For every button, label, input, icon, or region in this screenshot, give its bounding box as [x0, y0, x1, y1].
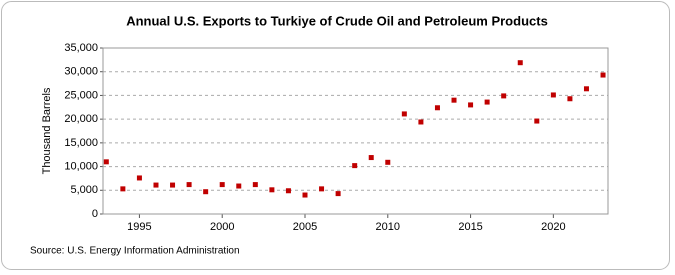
data-point — [368, 155, 374, 161]
data-point — [567, 96, 573, 102]
y-axis-label: Thousand Barrels — [41, 87, 53, 174]
x-tick-label: 2020 — [541, 221, 565, 233]
data-point — [451, 97, 457, 103]
data-point — [335, 191, 341, 197]
x-tick-label: 1995 — [127, 221, 151, 233]
data-point — [600, 72, 606, 78]
data-point — [120, 186, 126, 192]
data-point — [136, 175, 142, 181]
y-tick-label: 30,000 — [64, 66, 98, 78]
data-point — [385, 159, 391, 165]
y-tick-label: 20,000 — [64, 113, 98, 125]
data-point — [269, 187, 275, 193]
data-point — [583, 86, 589, 92]
data-point — [236, 183, 242, 189]
data-point — [302, 192, 308, 198]
data-point — [550, 92, 556, 98]
source-note: Source: U.S. Energy Information Administ… — [30, 246, 240, 257]
data-point — [418, 119, 424, 125]
data-point — [153, 182, 159, 188]
data-point — [170, 182, 176, 188]
data-point — [186, 182, 192, 188]
y-tick-label: 15,000 — [64, 137, 98, 149]
data-point — [501, 93, 507, 99]
data-point — [517, 60, 523, 66]
y-tick-label: 5,000 — [70, 184, 98, 196]
y-tick-label: 10,000 — [64, 160, 98, 172]
data-point — [285, 188, 291, 194]
x-tick-label: 2015 — [458, 221, 482, 233]
plot-area — [103, 48, 608, 214]
x-tick-label: 2010 — [376, 221, 400, 233]
x-tick-label: 2005 — [293, 221, 317, 233]
data-point — [319, 186, 325, 192]
data-point — [103, 159, 109, 165]
data-point — [352, 163, 358, 169]
data-point — [203, 189, 209, 195]
data-point — [534, 118, 540, 124]
x-tick-label: 2000 — [210, 221, 234, 233]
y-tick-label: 0 — [92, 208, 98, 220]
chart-title: Annual U.S. Exports to Turkiye of Crude … — [126, 13, 548, 28]
plot-border — [102, 47, 609, 215]
y-tick-label: 25,000 — [64, 89, 98, 101]
data-point — [252, 182, 258, 188]
data-point — [401, 111, 407, 117]
data-point — [219, 182, 225, 188]
data-point — [484, 99, 490, 105]
data-point — [434, 105, 440, 111]
data-point — [468, 102, 474, 108]
y-tick-label: 35,000 — [64, 42, 98, 54]
